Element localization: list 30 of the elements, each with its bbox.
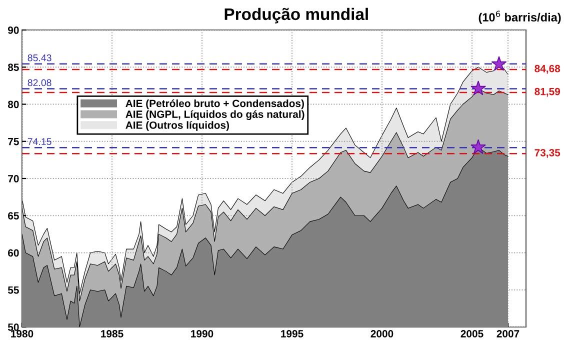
y-tick-label: 60 [8,249,19,257]
x-tick-label: 2007 [496,330,520,338]
ref-line-label: 74.15 [28,138,52,146]
y-tick-label: 70 [8,175,19,182]
x-tick-label: 2005 [460,330,484,338]
point [470,80,486,96]
point [470,139,486,154]
x-tick-label: 1985 [101,330,124,338]
y-tick-label: 65 [8,212,19,220]
y-tick-label: 80 [8,100,19,108]
ref-line-label: 85.43 [28,54,52,62]
x-tick-label: 1990 [191,330,214,338]
x-tick-label: 2000 [370,330,394,338]
chart-title: Produção mundial [224,8,368,24]
y-tick-label: 50 [8,324,19,331]
ref-line-label: 82.08 [28,79,52,86]
y-tick-label: 90 [8,26,19,34]
y-tick-label: 85 [8,64,19,71]
point [491,56,507,71]
y-tick-label: 75 [8,138,19,146]
legend-label: AIE (Outros líquidos) [126,121,229,131]
y-tick-label: 55 [8,286,19,294]
ref-line-label: 73,35 [534,149,560,158]
x-tick-label: 1980 [11,330,34,338]
legend-label: AIE (NGPL, Líquidos do gás natural) [126,110,304,120]
ref-line-label: 81,59 [534,88,560,97]
x-tick-label: 1995 [281,330,304,338]
text: (10$^{6}$ barris/dia) [478,10,561,24]
legend-label: AIE (Petróleo bruto + Condensados) [126,99,304,110]
ref-line-label: 84,68 [534,64,560,74]
